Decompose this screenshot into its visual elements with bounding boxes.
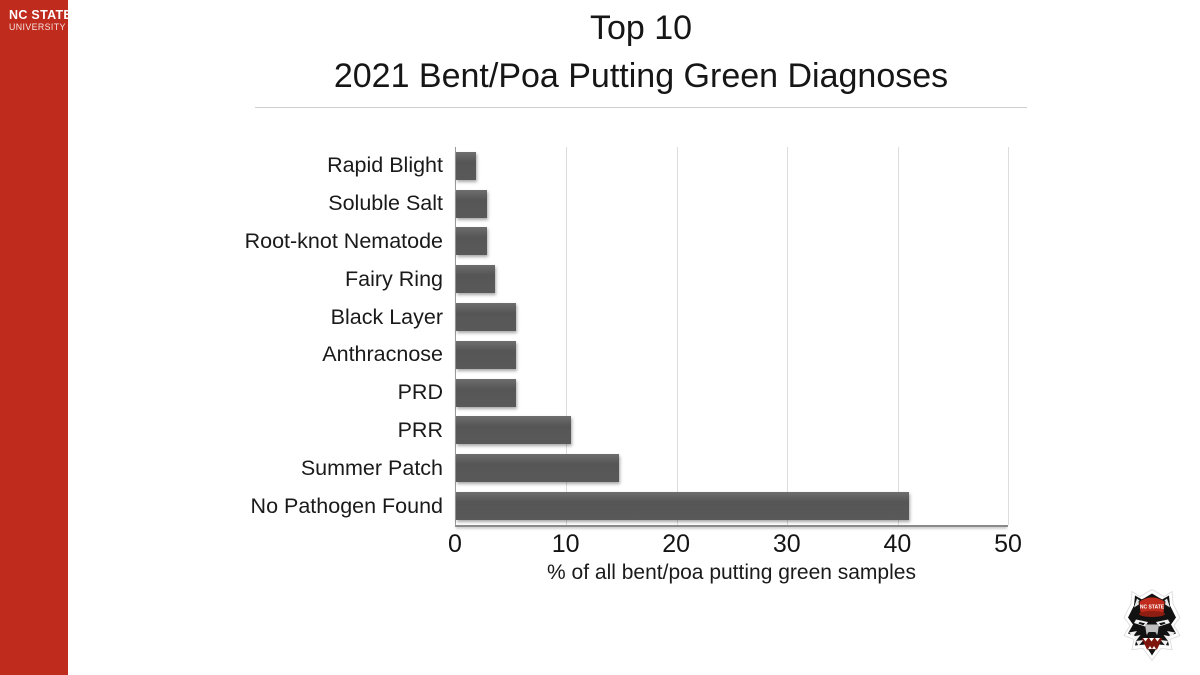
x-axis-ticks: 0 10 20 30 40 50 — [448, 530, 1022, 560]
gridline-30 — [787, 147, 789, 525]
category-labels: Rapid Blight Soluble Salt Root-knot Nemato… — [240, 147, 443, 525]
bar-anthracnose — [456, 340, 516, 369]
bar-row-soluble-salt — [456, 185, 1008, 223]
bar-rapid-blight — [456, 151, 476, 180]
x-axis-label: % of all bent/poa putting green samples — [547, 561, 916, 584]
category-label-summer-patch: Summer Patch — [300, 455, 443, 480]
x-tick-40: 40 — [883, 530, 912, 558]
wolf-teeth — [1143, 638, 1160, 649]
category-label-black-layer: Black Layer — [330, 304, 443, 329]
bar-row-rapid-blight — [456, 147, 1008, 185]
category-label-rapid-blight: Rapid Blight — [327, 153, 443, 178]
wolf-eye-right — [1159, 622, 1166, 626]
brand-university: UNIVERSITY — [9, 22, 66, 33]
nc-state-brand-bar: NC STATE UNIVERSITY — [0, 0, 73, 675]
bar-series — [456, 147, 1008, 525]
category-label-root-knot-nematode: Root-knot Nematode — [244, 228, 443, 253]
title-divider — [255, 107, 1027, 109]
brand-name: NC STATE — [9, 8, 73, 22]
wolf-inner-ear-right — [1162, 598, 1170, 608]
category-label-fairy-ring: Fairy Ring — [345, 266, 443, 291]
category-label-no-pathogen-found: No Pathogen Found — [250, 493, 443, 518]
bar-row-root-knot-nematode — [456, 223, 1008, 261]
bar-prr — [456, 416, 571, 445]
wolf-nose — [1147, 632, 1157, 637]
bar-row-anthracnose — [456, 336, 1008, 374]
bar-fairy-ring — [456, 265, 495, 294]
bar-no-pathogen-found — [456, 492, 909, 521]
gridline-50 — [1008, 147, 1009, 525]
bar-root-knot-nematode — [456, 227, 487, 256]
bar-row-prr — [456, 412, 1008, 450]
x-tick-10: 10 — [551, 530, 580, 558]
bar-summer-patch — [456, 454, 620, 483]
nc-state-logo: NC STATE UNIVERSITY — [0, 0, 73, 33]
bar-row-summer-patch — [456, 449, 1008, 487]
x-tick-0: 0 — [448, 530, 462, 558]
bar-row-prd — [456, 374, 1008, 412]
bar-prd — [456, 378, 516, 407]
category-label-prd: PRD — [397, 380, 443, 405]
wolf-cap-text: NC STATE — [1140, 605, 1165, 611]
category-label-prr: PRR — [397, 417, 443, 442]
wolf-eye-left — [1138, 622, 1145, 626]
category-label-soluble-salt: Soluble Salt — [328, 191, 443, 216]
wolf-cap-brim — [1139, 611, 1165, 617]
x-tick-20: 20 — [662, 530, 691, 558]
bar-black-layer — [456, 303, 516, 332]
wolf-mascot-logo: NC STATE — [1121, 588, 1183, 662]
bar-row-no-pathogen-found — [456, 487, 1008, 525]
chart-title-line1: Top 10 — [589, 9, 693, 47]
wolf-muzzle — [1145, 624, 1159, 635]
slide-header: Top 10 2021 Bent/Poa Putting Green Diagn… — [255, 5, 1027, 109]
gridline-10 — [566, 147, 568, 525]
bar-row-black-layer — [456, 298, 1008, 336]
wolf-cheek-fur — [1129, 631, 1175, 646]
gridline-20 — [676, 147, 678, 525]
plot-area — [455, 147, 1009, 527]
category-label-anthracnose: Anthracnose — [322, 342, 443, 367]
x-tick-30: 30 — [772, 530, 801, 558]
x-tick-50: 50 — [994, 530, 1022, 558]
wolf-inner-ear-left — [1134, 598, 1142, 608]
gridline-40 — [897, 147, 899, 525]
chart-title-line2: 2021 Bent/Poa Putting Green Diagnoses — [333, 56, 949, 95]
bar-row-fairy-ring — [456, 260, 1008, 298]
bar-soluble-salt — [456, 189, 487, 218]
